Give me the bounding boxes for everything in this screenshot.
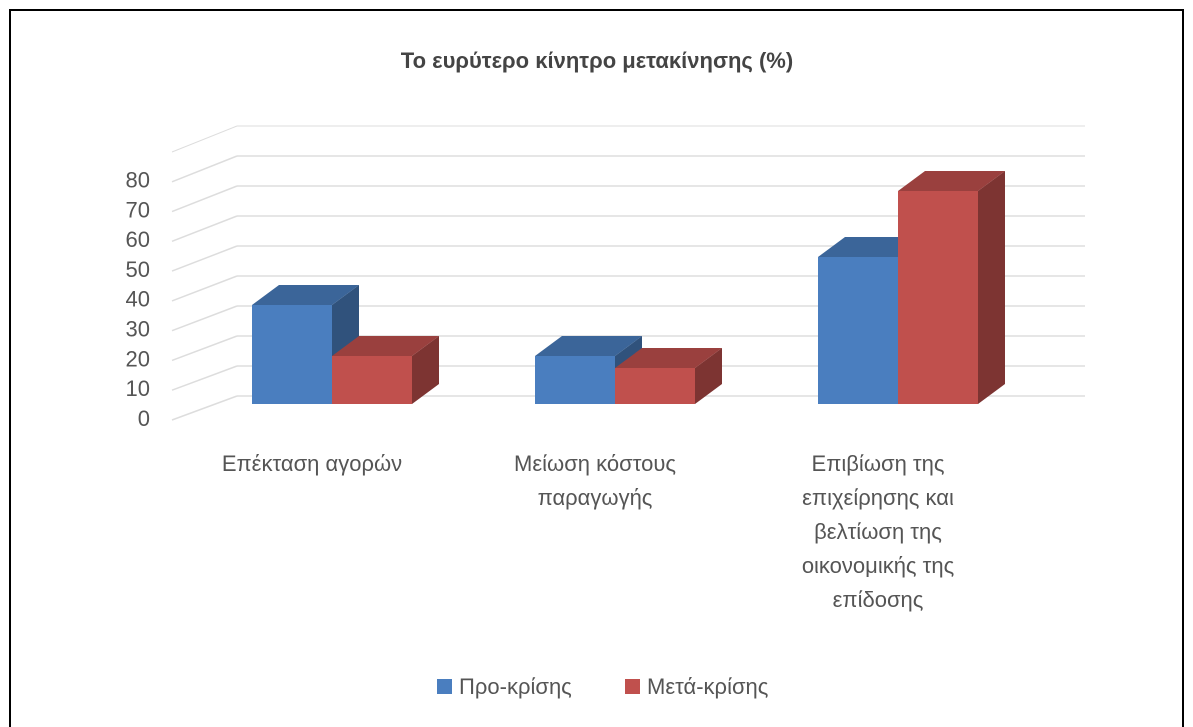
y-tick-label: 0 bbox=[138, 406, 150, 431]
y-tick-label: 40 bbox=[126, 287, 150, 312]
legend-label: Μετά-κρίσης bbox=[647, 674, 768, 699]
x-tick-label: Επιβίωση της επιχείρησης και βελτίωση τη… bbox=[801, 451, 955, 612]
bar-front bbox=[252, 305, 332, 404]
grid-line-side bbox=[171, 305, 238, 332]
y-tick-label: 80 bbox=[126, 168, 150, 193]
grid-line-side bbox=[171, 365, 238, 391]
y-tick-label: 20 bbox=[126, 346, 150, 371]
frame bbox=[9, 9, 1184, 727]
y-tick-label: 50 bbox=[126, 257, 150, 282]
y-tick-label: 60 bbox=[126, 227, 150, 252]
bar-top bbox=[332, 336, 439, 356]
bar-front bbox=[615, 368, 695, 404]
legend-swatch bbox=[625, 679, 640, 694]
legend-label: Προ-κρίσης bbox=[459, 674, 572, 699]
bar-top bbox=[252, 285, 359, 305]
bar-front bbox=[818, 257, 898, 404]
grid-line-side bbox=[171, 185, 238, 213]
bar-side bbox=[978, 171, 1005, 404]
bar-front bbox=[898, 191, 978, 404]
bar bbox=[332, 336, 439, 404]
grid-line-side bbox=[171, 335, 238, 362]
bar-top bbox=[615, 348, 722, 368]
bar-side bbox=[412, 336, 439, 404]
x-tick-label: Επέκταση αγορών bbox=[221, 451, 403, 476]
y-tick-label: 70 bbox=[126, 197, 150, 222]
y-tick-label: 30 bbox=[126, 316, 150, 341]
grid-line-side bbox=[171, 245, 238, 272]
bar-top bbox=[898, 171, 1005, 191]
grid-line-side bbox=[171, 395, 238, 421]
bar-side bbox=[695, 348, 722, 404]
grid-line-side bbox=[171, 155, 238, 183]
grid-line-side bbox=[171, 215, 238, 243]
legend-swatch bbox=[437, 679, 452, 694]
bar-top bbox=[535, 336, 642, 356]
y-tick-label: 10 bbox=[126, 376, 150, 401]
grid-line-side bbox=[171, 275, 238, 302]
bar bbox=[898, 171, 1005, 404]
chart-title: Το ευρύτερο κίνητρο μετακίνησης (%) bbox=[401, 48, 793, 73]
bar-front bbox=[535, 356, 615, 404]
wall-edge bbox=[171, 125, 238, 153]
x-tick-label: Μείωση κόστους παραγωγής bbox=[514, 451, 676, 510]
bar bbox=[615, 348, 722, 404]
bar-front bbox=[332, 356, 412, 404]
grid-line bbox=[171, 155, 1085, 183]
